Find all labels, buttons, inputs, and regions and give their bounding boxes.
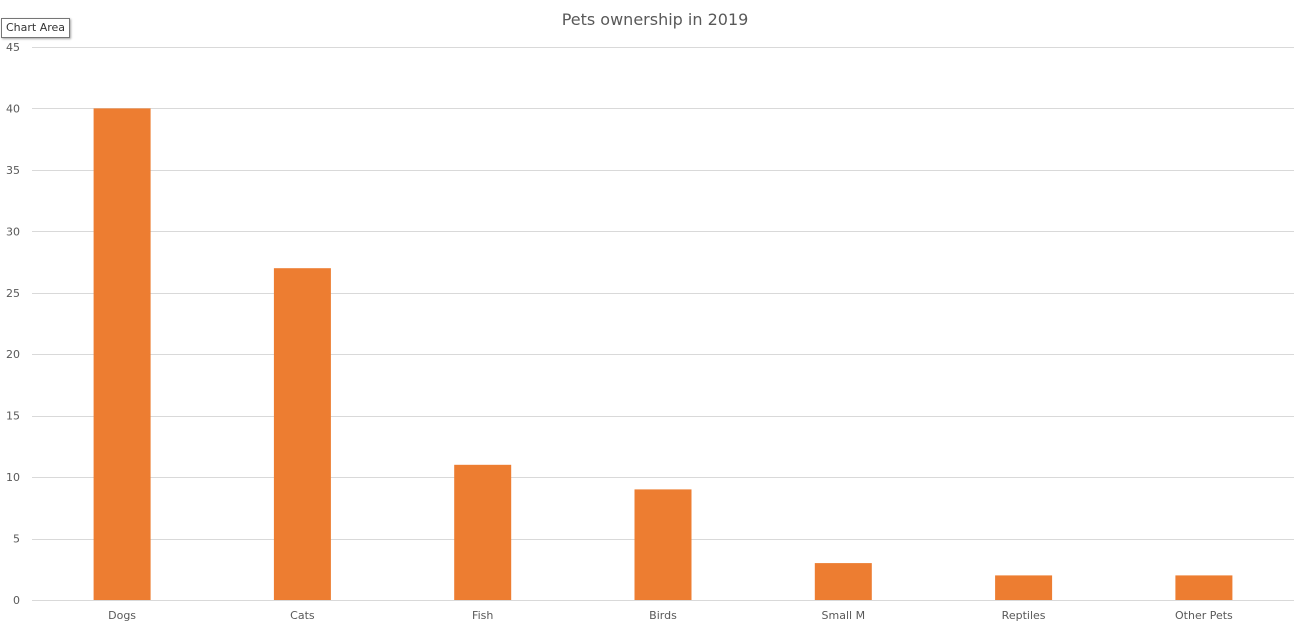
y-tick-label: 25 <box>6 287 20 300</box>
bar-reptiles[interactable] <box>995 575 1053 600</box>
y-tick-label: 45 <box>6 41 20 54</box>
x-tick-label: Birds <box>649 609 677 622</box>
y-tick-label: 20 <box>6 348 20 361</box>
bar-birds[interactable] <box>634 489 692 600</box>
y-tick-label: 40 <box>6 102 20 115</box>
bar-cats[interactable] <box>273 268 331 600</box>
x-tick-label: Other Pets <box>1175 609 1233 622</box>
y-tick-label: 35 <box>6 164 20 177</box>
bars <box>93 108 1233 601</box>
bar-fish[interactable] <box>454 464 512 600</box>
chart-area-tooltip: Chart Area <box>1 18 71 38</box>
x-tick-label: Fish <box>472 609 493 622</box>
y-tick-label: 0 <box>13 594 20 607</box>
bar-small-m[interactable] <box>814 563 872 600</box>
x-tick-label: Dogs <box>108 609 136 622</box>
chart-title: Pets ownership in 2019 <box>562 10 749 29</box>
bar-dogs[interactable] <box>93 108 151 601</box>
x-tick-label: Cats <box>290 609 315 622</box>
y-axis-ticks: 0 5 10 15 20 25 30 35 40 45 <box>6 41 20 607</box>
y-tick-label: 10 <box>6 471 20 484</box>
y-tick-label: 30 <box>6 225 20 238</box>
x-tick-label: Small M <box>822 609 866 622</box>
x-axis-ticks: Dogs Cats Fish Birds Small M Reptiles Other Pe… <box>108 609 1233 622</box>
bar-other-pets[interactable] <box>1175 575 1233 600</box>
x-tick-label: Reptiles <box>1002 609 1046 622</box>
y-tick-label: 5 <box>13 533 20 546</box>
y-tick-label: 15 <box>6 410 20 423</box>
